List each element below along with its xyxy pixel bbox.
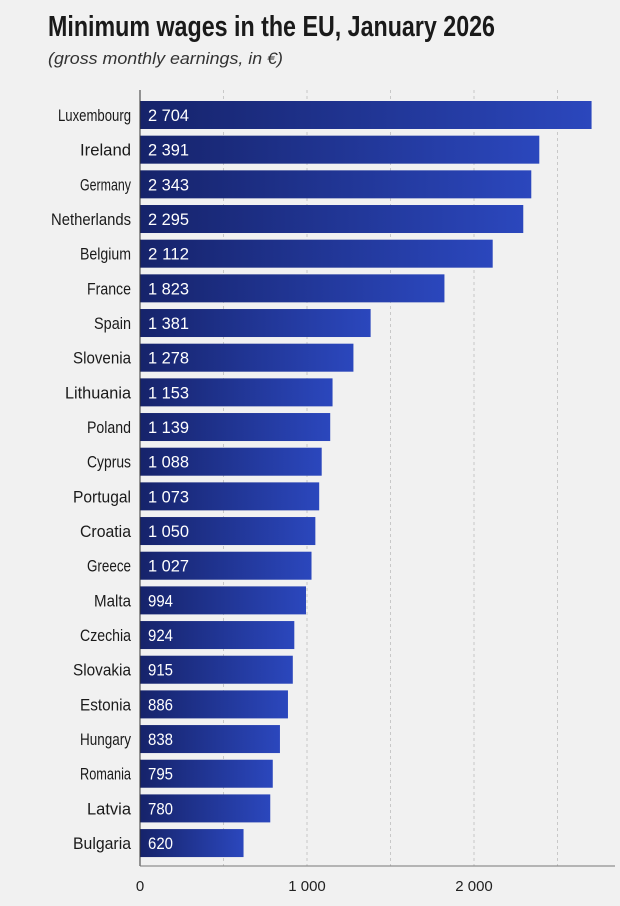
value-label: 886	[148, 695, 173, 714]
value-label: 1 278	[148, 349, 189, 368]
value-label: 795	[148, 765, 173, 784]
bar-row: Lithuania 1 153	[65, 378, 333, 407]
bar	[140, 447, 322, 476]
category-label: Luxembourg	[58, 106, 131, 125]
bar	[140, 239, 493, 268]
bar-row: Malta 994	[94, 586, 306, 615]
category-label: Slovakia	[73, 661, 131, 680]
bar	[140, 759, 273, 788]
value-label: 2 295	[148, 210, 189, 229]
chart-title: Minimum wages in the EU, January 2026	[48, 11, 495, 43]
bar	[140, 378, 333, 407]
value-label: 2 343	[148, 175, 189, 194]
category-label: Germany	[80, 175, 131, 194]
bar-row: Latvia 780	[87, 794, 271, 823]
category-label: Estonia	[80, 695, 131, 714]
bar-row: Slovenia 1 278	[73, 343, 354, 372]
value-label: 2 391	[148, 141, 189, 160]
bar	[140, 343, 354, 372]
bar	[140, 101, 592, 129]
bar	[140, 829, 244, 858]
bar-row: France 1 823	[87, 274, 445, 303]
value-label: 2 704	[148, 106, 189, 125]
category-label: Cyprus	[87, 453, 131, 472]
bar	[140, 205, 524, 234]
bar	[140, 309, 371, 338]
bar-row: Belgium 2 112	[80, 239, 493, 268]
value-label: 1 050	[148, 522, 189, 541]
bar	[140, 170, 532, 199]
value-label: 1 088	[148, 453, 189, 472]
bar-row: Netherlands 2 295	[51, 205, 524, 234]
category-label: Latvia	[87, 799, 132, 818]
bar-row: Estonia 886	[80, 690, 288, 719]
x-tick-label: 0	[136, 878, 144, 895]
value-label: 1 073	[148, 487, 189, 506]
category-label: Romania	[80, 765, 131, 784]
bar-row: Spain 1 381	[94, 309, 371, 338]
bar-row: Slovakia 915	[73, 655, 293, 684]
category-label: Slovenia	[73, 349, 131, 368]
value-label: 1 139	[148, 418, 189, 437]
x-tick-label: 1 000	[288, 878, 326, 895]
bar-row: Ireland 2 391	[80, 135, 540, 164]
bar-row: Germany 2 343	[80, 170, 532, 199]
bar-row: Romania 795	[80, 759, 273, 788]
bar	[140, 274, 445, 303]
value-label: 1 381	[148, 314, 189, 333]
bar-row: Bulgaria 620	[73, 829, 244, 858]
value-label: 2 112	[148, 245, 189, 264]
value-label: 780	[148, 799, 173, 818]
bar	[140, 413, 331, 442]
bar-row: Hungary 838	[80, 725, 280, 754]
value-label: 994	[148, 591, 173, 610]
value-label: 1 823	[148, 279, 189, 298]
x-tick-label: 2 000	[455, 878, 493, 895]
bar	[140, 690, 288, 719]
category-label: Poland	[87, 418, 131, 437]
category-label: Hungary	[80, 730, 131, 749]
category-label: Ireland	[80, 141, 131, 160]
category-label: Czechia	[80, 626, 131, 645]
category-label: Greece	[87, 557, 131, 576]
bar	[140, 621, 295, 650]
bar	[140, 655, 293, 684]
value-label: 620	[148, 834, 173, 853]
category-label: Croatia	[80, 522, 131, 541]
bar	[140, 551, 312, 580]
value-label: 924	[148, 626, 173, 645]
bar	[140, 135, 540, 164]
category-label: Malta	[94, 591, 131, 610]
bar	[140, 482, 320, 511]
bar-row: Croatia 1 050	[80, 517, 316, 546]
bar-row: Portugal 1 073	[73, 482, 320, 511]
value-label: 1 027	[148, 557, 189, 576]
category-label: Lithuania	[65, 383, 132, 402]
category-label: Portugal	[73, 487, 131, 506]
value-label: 838	[148, 730, 173, 749]
bar	[140, 586, 306, 615]
bar	[140, 794, 271, 823]
category-label: Spain	[94, 314, 131, 333]
value-label: 915	[148, 661, 173, 680]
bar-row: Luxembourg 2 704	[58, 101, 592, 129]
category-label: Netherlands	[51, 210, 131, 229]
bar	[140, 725, 280, 754]
chart-subtitle: (gross monthly earnings, in €)	[48, 49, 283, 68]
category-label: Belgium	[80, 245, 131, 264]
value-label: 1 153	[148, 383, 189, 402]
bar	[140, 517, 316, 546]
category-label: France	[87, 279, 131, 298]
bar-row: Czechia 924	[80, 621, 295, 650]
bar-row: Poland 1 139	[87, 413, 331, 442]
bar-row: Greece 1 027	[87, 551, 312, 580]
bar-row: Cyprus 1 088	[87, 447, 322, 476]
category-label: Bulgaria	[73, 834, 132, 853]
